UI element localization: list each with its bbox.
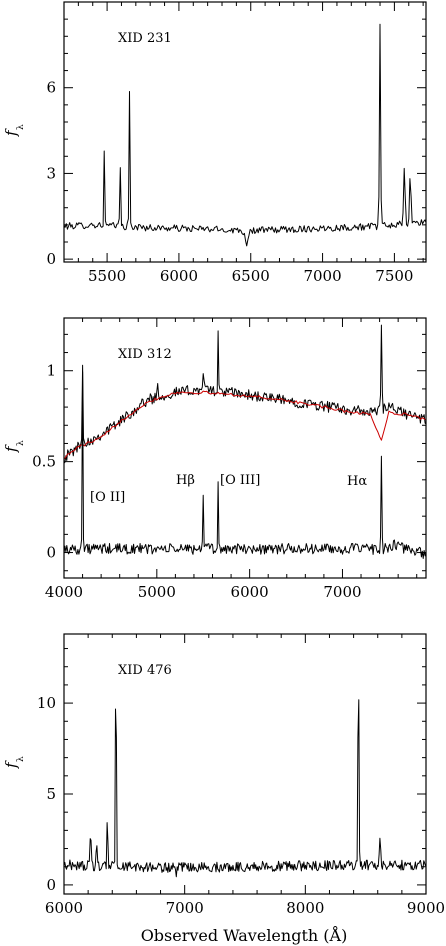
x-tick-label: 8000 <box>286 899 324 917</box>
panel-title: XID 231 <box>118 31 172 46</box>
x-tick-label: 6000 <box>160 267 198 285</box>
y-tick-label: 3 <box>46 164 56 182</box>
panel-title: XID 476 <box>118 663 172 678</box>
y-axis-label-f: f <box>2 760 20 769</box>
annotation-oiii: [O III] <box>220 473 260 488</box>
x-tick-label: 7500 <box>375 267 413 285</box>
x-tick-label: 6500 <box>232 267 270 285</box>
y-tick-label: 0 <box>46 544 56 562</box>
y-tick-label: 1 <box>46 362 56 380</box>
panel-xid-476: XID 476 Observed Wavelength (Å) 6000 7000… <box>2 633 445 945</box>
y-axis-label: fλ <box>2 756 26 769</box>
y-tick-label: 0.5 <box>32 453 56 471</box>
y-axis-label-subscript: λ <box>16 440 26 446</box>
y-axis-label: fλ <box>2 124 26 137</box>
y-tick-label: 0 <box>46 250 56 268</box>
y-axis-label-subscript: λ <box>16 756 26 762</box>
y-tick-label: 0 <box>46 876 56 894</box>
x-tick-label: 4000 <box>45 583 83 601</box>
y-axis-label-f: f <box>2 128 20 137</box>
y-axis-label: fλ <box>2 440 26 453</box>
x-tick-label: 5500 <box>88 267 126 285</box>
annotation-hbeta: Hβ <box>176 473 195 488</box>
x-tick-label: 5000 <box>138 583 176 601</box>
y-tick-label: 6 <box>46 79 56 97</box>
x-tick-label: 9000 <box>407 899 445 917</box>
spectrum-series-1 <box>64 324 426 464</box>
annotation-oii: [O II] <box>90 490 125 505</box>
spectrum-series-2 <box>64 390 426 460</box>
axes-frame <box>63 1 427 263</box>
x-tick-label: 7000 <box>166 899 204 917</box>
spectrum-series-3 <box>64 371 426 559</box>
x-tick-label: 7000 <box>323 583 361 601</box>
x-tick-label: 6000 <box>231 583 269 601</box>
spectrum-series-1 <box>64 23 426 247</box>
x-tick-label: 7000 <box>303 267 341 285</box>
axes-frame <box>63 317 427 579</box>
y-axis-label-subscript: λ <box>16 124 26 130</box>
y-tick-label: 5 <box>46 785 56 803</box>
panel-xid-231: XID 231 5500 6000 6500 7000 7500 0 3 6 fλ <box>2 1 427 285</box>
axes-frame <box>63 633 427 895</box>
panel-title: XID 312 <box>118 347 172 362</box>
y-tick-label: 10 <box>37 694 56 712</box>
annotation-halpha: Hα <box>347 474 367 489</box>
x-tick-label: 6000 <box>45 899 83 917</box>
y-axis-label-f: f <box>2 444 20 453</box>
panel-xid-312: XID 312 [O II] Hβ [O III] Hα 4000 5000 600… <box>2 317 427 601</box>
spectrum-series-1 <box>64 699 426 878</box>
x-axis-label: Observed Wavelength (Å) <box>141 925 348 945</box>
